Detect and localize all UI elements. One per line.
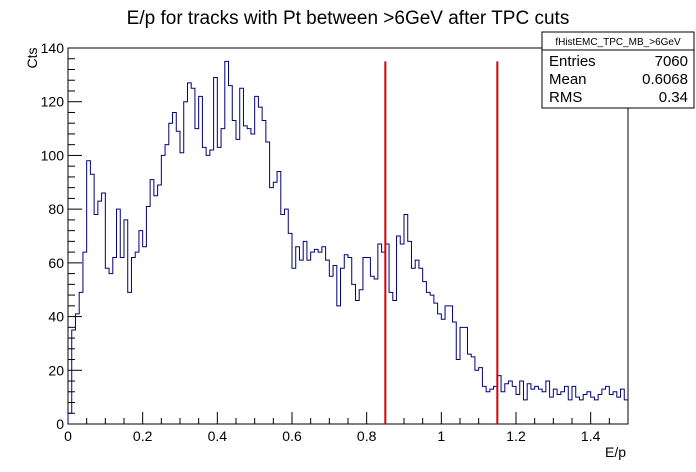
y-tick-label: 40 [48, 309, 64, 325]
histogram-line [67, 60, 628, 424]
stats-title: fHistEMC_TPC_MB_>6GeV [555, 37, 681, 48]
y-tick-label: 140 [41, 40, 65, 56]
stats-box: fHistEMC_TPC_MB_>6GeV Entries 7060 Mean … [541, 31, 695, 109]
x-tick-label: 0.2 [133, 428, 153, 444]
x-tick-label: 0.6 [282, 428, 302, 444]
x-tick-label: 1 [437, 428, 445, 444]
y-axis: 0 20 40 60 80 100 120 140 [41, 40, 82, 432]
x-tick-label: 0 [64, 428, 72, 444]
y-tick-label: 60 [48, 255, 64, 271]
x-axis-label: E/p [605, 444, 626, 460]
x-tick-label: 0.8 [357, 428, 377, 444]
stats-rms-label: RMS [549, 89, 582, 106]
y-tick-label: 80 [48, 201, 64, 217]
y-tick-label: 100 [41, 147, 65, 163]
y-axis-label: Cts [24, 48, 40, 69]
x-tick-label: 1.4 [581, 428, 601, 444]
x-tick-label: 0.4 [208, 428, 228, 444]
stats-entries-value: 7060 [655, 53, 688, 70]
stats-mean-label: Mean [549, 71, 587, 88]
cut-markers [384, 61, 499, 424]
x-tick-label: 1.2 [506, 428, 526, 444]
stats-rms-value: 0.34 [659, 89, 688, 106]
y-tick-label: 120 [41, 94, 65, 110]
stats-entries-label: Entries [549, 53, 596, 70]
y-tick-label: 0 [56, 416, 64, 432]
stats-mean-value: 0.6068 [642, 71, 688, 88]
x-axis: 0 0.2 0.4 0.6 0.8 1 1.2 1.4 [64, 412, 629, 444]
chart-title: E/p for tracks with Pt between >6GeV aft… [127, 8, 570, 29]
y-tick-label: 20 [48, 362, 64, 378]
